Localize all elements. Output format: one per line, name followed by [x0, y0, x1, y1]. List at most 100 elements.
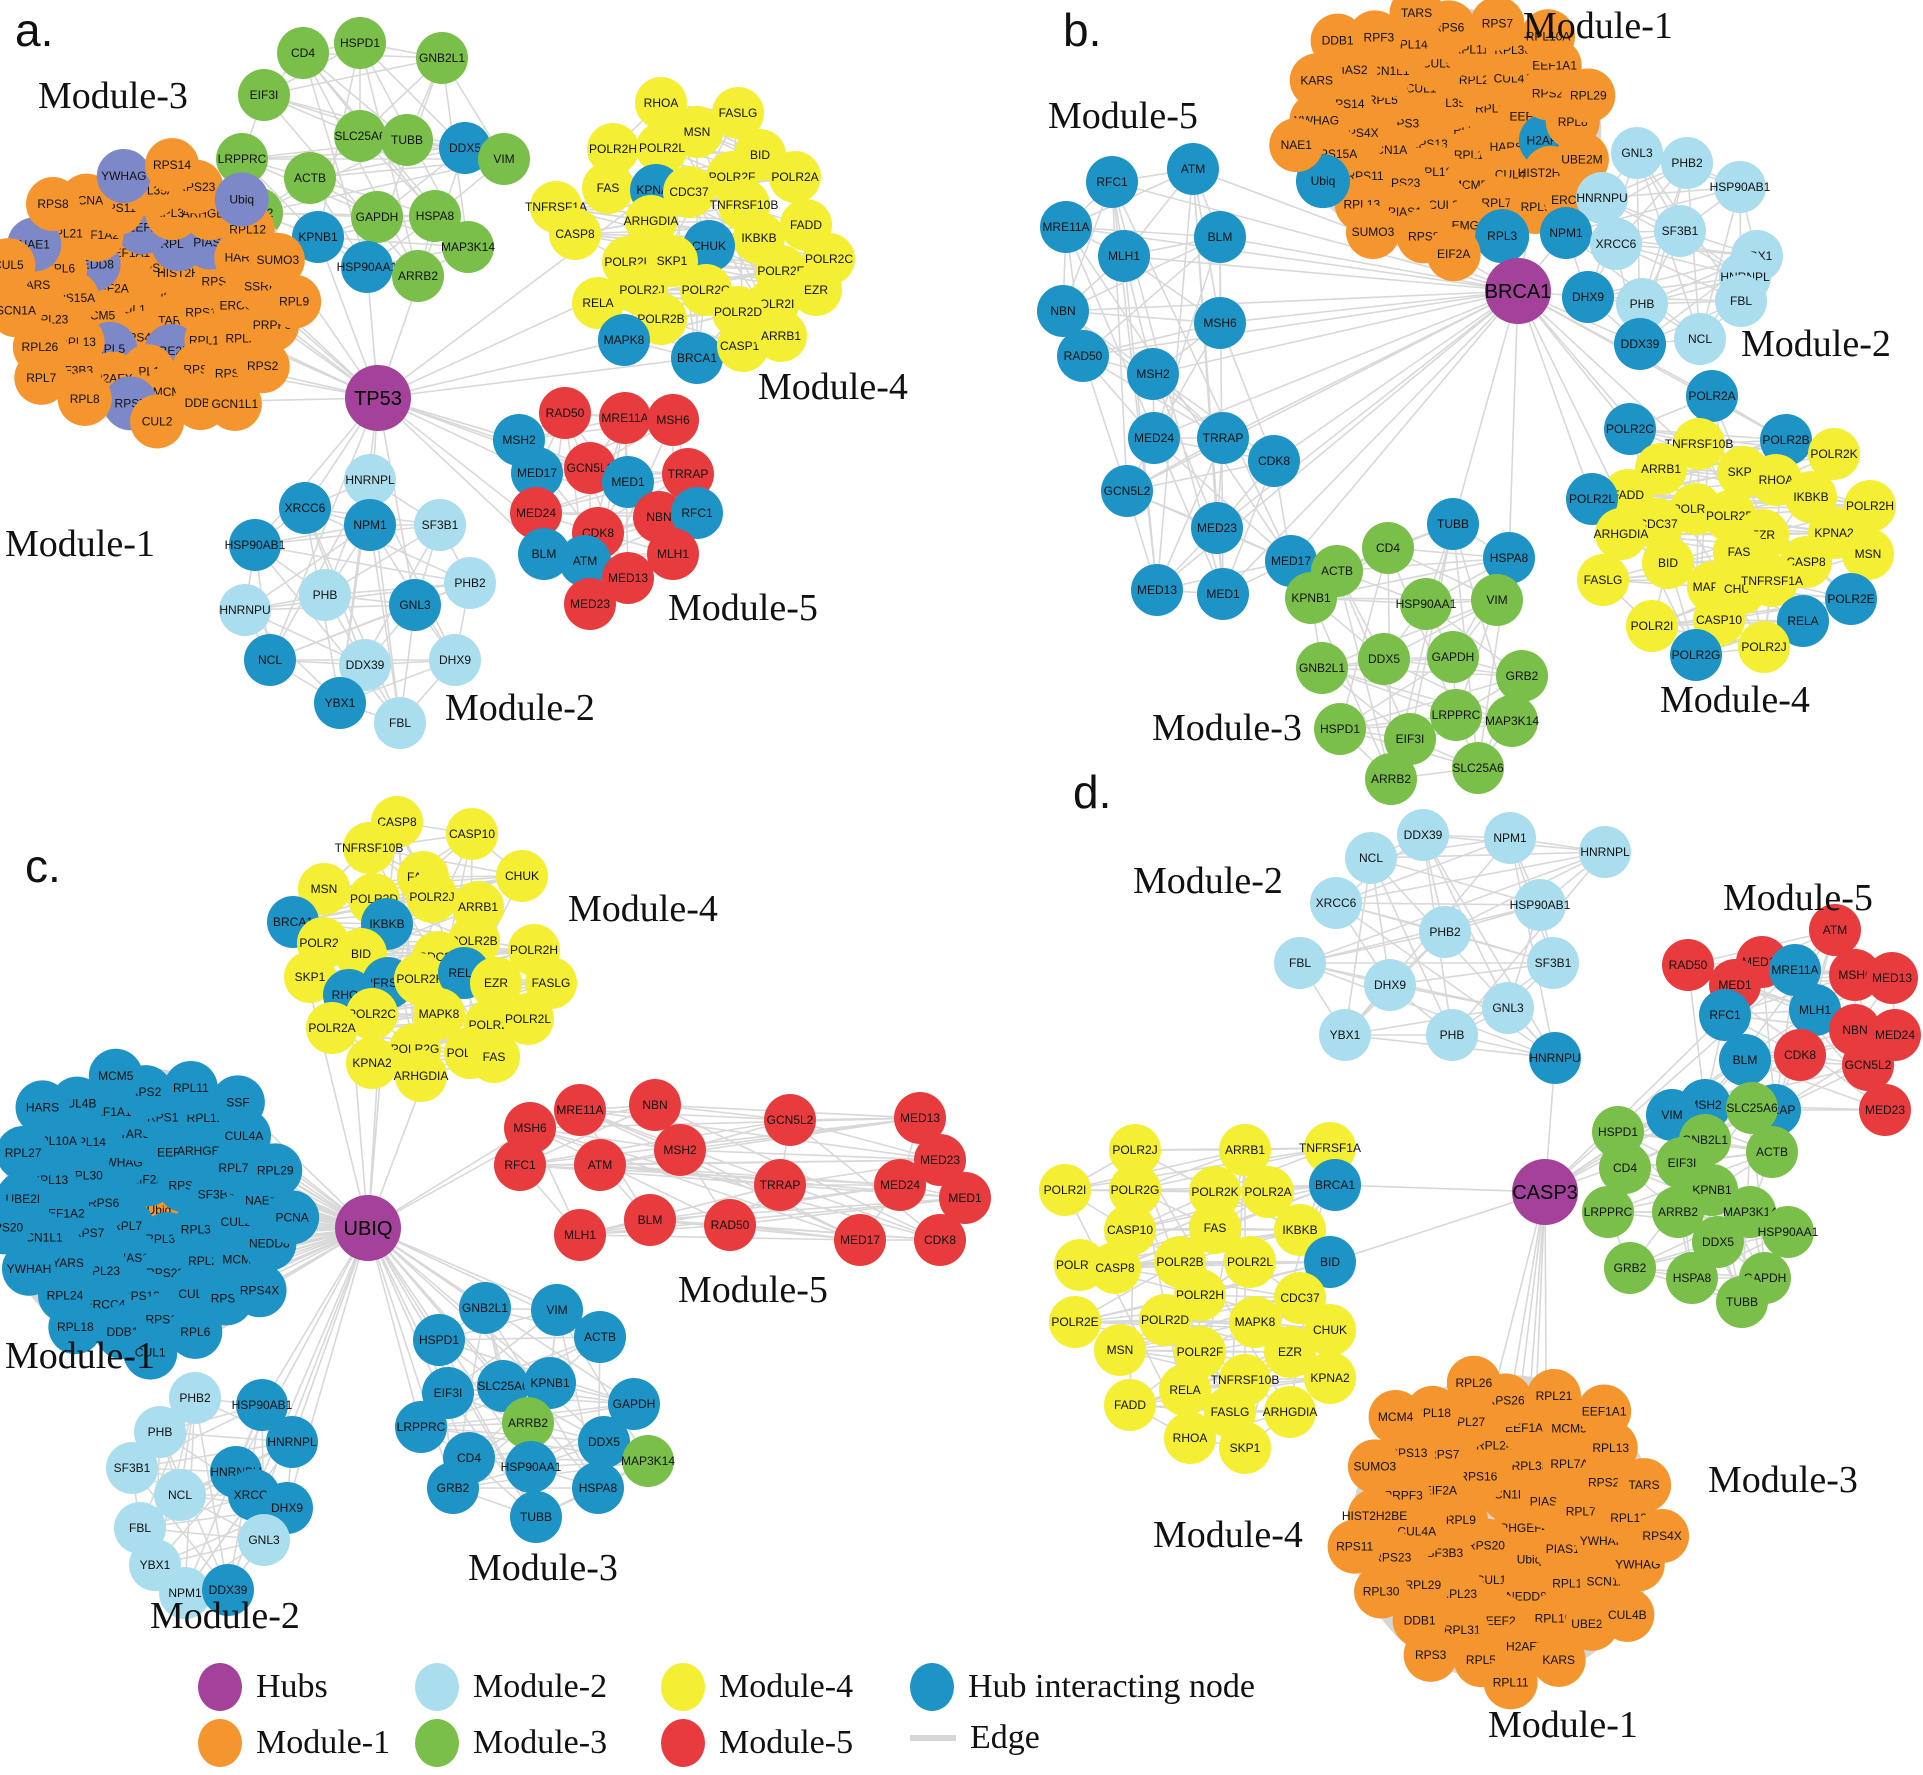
svg-text:CDK8: CDK8: [1784, 1048, 1816, 1062]
node-NCL: NCL: [1345, 832, 1397, 884]
svg-text:GCN5L2: GCN5L2: [567, 461, 614, 475]
node-NCL: NCL: [1674, 313, 1726, 365]
node-RPS4X: RPS4X: [232, 1263, 287, 1318]
svg-text:NBN: NBN: [646, 510, 671, 524]
node-MED23: MED23: [1859, 1084, 1911, 1136]
node-DDX5: DDX5: [1692, 1216, 1744, 1268]
svg-text:GNL3: GNL3: [1492, 1001, 1524, 1015]
svg-text:NCL: NCL: [168, 1488, 192, 1502]
node-POLR2L: POLR2L: [1224, 1236, 1276, 1288]
svg-text:RPS4X: RPS4X: [1642, 1529, 1681, 1543]
module-module-2-b: GNL3PHB2HSP90AB1HNRNPUNPM1SF3B1XRCC6YBX1…: [1540, 127, 1783, 370]
node-RPS2: RPS2: [235, 339, 290, 394]
svg-text:EIF3I: EIF3I: [434, 1386, 463, 1400]
svg-text:HSPA8: HSPA8: [1490, 551, 1529, 565]
svg-text:POLR2B: POLR2B: [1156, 1255, 1203, 1269]
svg-text:NCL: NCL: [1359, 851, 1383, 865]
node-PHB: PHB: [134, 1406, 186, 1458]
svg-text:YWHAH: YWHAH: [7, 1262, 52, 1276]
svg-text:MED23: MED23: [1865, 1103, 1905, 1117]
svg-text:GAPDH: GAPDH: [613, 1397, 656, 1411]
svg-text:Ubiq: Ubiq: [1311, 174, 1336, 188]
module-label: Module-4: [758, 366, 908, 408]
svg-text:POLR2H: POLR2H: [1846, 499, 1894, 513]
svg-text:TARS: TARS: [1401, 6, 1432, 20]
module-module-1-c: UbiqRPL7EIF2ARPL35ARPS6RPS8PIAS1YWHAGRPL…: [0, 1048, 320, 1380]
svg-text:HSPD1: HSPD1: [1598, 1125, 1638, 1139]
panel-letter-c: c.: [25, 840, 61, 892]
node-POLR2J: POLR2J: [1109, 1124, 1161, 1176]
node-PHB: PHB: [299, 569, 351, 621]
node-POLR2L: POLR2L: [636, 122, 688, 174]
svg-text:PHB2: PHB2: [179, 1391, 211, 1405]
node-CUL5: CUL5: [0, 238, 36, 293]
svg-text:PCNA: PCNA: [275, 1210, 308, 1224]
node-HSP90AA1: HSP90AA1: [501, 1441, 562, 1493]
svg-text:NPM1: NPM1: [168, 1586, 202, 1600]
module-label: Module-3: [1152, 707, 1302, 749]
svg-text:EIF3I: EIF3I: [1396, 732, 1425, 746]
node-POLR2L: POLR2L: [502, 993, 554, 1045]
svg-text:SSF: SSF: [226, 1095, 249, 1109]
svg-text:ARHGDIA: ARHGDIA: [1594, 527, 1649, 541]
svg-text:MED24: MED24: [1875, 1028, 1915, 1042]
svg-text:HSPD1: HSPD1: [1320, 722, 1360, 736]
node-RFC1: RFC1: [1699, 989, 1751, 1041]
panel-letter-a: a.: [15, 4, 53, 56]
svg-text:POLR2H: POLR2H: [589, 142, 637, 156]
svg-text:POLR2H: POLR2H: [1176, 1288, 1224, 1302]
node-TNFRSF10B: TNFRSF10B: [335, 822, 403, 874]
node-MED13: MED13: [1866, 952, 1918, 1004]
node-HNRNPL: HNRNPL: [344, 454, 396, 506]
node-GAPDH: GAPDH: [608, 1378, 660, 1430]
node-HSPA8: HSPA8: [1666, 1252, 1718, 1304]
module-label: Module-4: [568, 888, 718, 930]
svg-text:RPS11: RPS11: [1336, 1540, 1373, 1554]
node-RPS4X: RPS4X: [1635, 1509, 1690, 1564]
svg-text:PHB: PHB: [148, 1425, 173, 1439]
svg-text:MAP3K14: MAP3K14: [1723, 1205, 1777, 1219]
legend-label: Module-3: [473, 1724, 608, 1761]
svg-text:CASP10: CASP10: [720, 339, 766, 353]
svg-text:ACTB: ACTB: [584, 1330, 616, 1344]
svg-text:MSH6: MSH6: [656, 413, 690, 427]
svg-text:RELA: RELA: [1169, 1383, 1200, 1397]
node-RPL9: RPL9: [267, 274, 322, 329]
svg-text:IKBKB: IKBKB: [741, 231, 776, 245]
node-MED24: MED24: [874, 1159, 926, 1211]
node-GNL3: GNL3: [238, 1514, 290, 1566]
svg-text:KPNB1: KPNB1: [298, 230, 338, 244]
node-MLH1: MLH1: [1098, 230, 1150, 282]
svg-text:NBN: NBN: [1050, 304, 1075, 318]
node-RPL6: RPL6: [168, 1304, 223, 1359]
node-HNRNPU: HNRNPU: [1576, 172, 1628, 224]
node-HNRNPL: HNRNPL: [266, 1416, 318, 1468]
svg-text:HNRNPU: HNRNPU: [1529, 1051, 1580, 1065]
node-HSPA8: HSPA8: [1483, 532, 1535, 584]
svg-text:POLR2J: POLR2J: [409, 890, 454, 904]
svg-text:NCL: NCL: [1688, 332, 1712, 346]
svg-text:GCN1L1: GCN1L1: [212, 397, 259, 411]
node-MSH6: MSH6: [647, 394, 699, 446]
svg-text:MRE11A: MRE11A: [1771, 963, 1818, 977]
svg-text:DHX9: DHX9: [1572, 290, 1604, 304]
node-RAD50: RAD50: [1057, 330, 1109, 382]
node-GNL3: GNL3: [389, 579, 441, 631]
svg-text:GCN5L2: GCN5L2: [767, 1113, 814, 1127]
svg-text:MED24: MED24: [880, 1178, 920, 1192]
node-FBL: FBL: [374, 697, 426, 749]
node-MCM4: MCM4: [1368, 1389, 1423, 1444]
node-MED23: MED23: [564, 578, 616, 630]
node-SF3B1: SF3B1: [1527, 937, 1579, 989]
svg-text:RPL6: RPL6: [180, 1325, 210, 1339]
node-FAS: FAS: [1189, 1202, 1241, 1254]
svg-text:VIM: VIM: [493, 152, 514, 166]
module4-swatch-icon: [661, 1663, 705, 1711]
svg-text:YARS: YARS: [52, 1256, 84, 1270]
node-PHB2: PHB2: [1419, 906, 1471, 958]
node-DHX9: DHX9: [429, 634, 481, 686]
svg-text:SUMO3: SUMO3: [1352, 225, 1395, 239]
svg-text:MED1: MED1: [1206, 587, 1240, 601]
svg-text:RPS14: RPS14: [153, 158, 191, 172]
